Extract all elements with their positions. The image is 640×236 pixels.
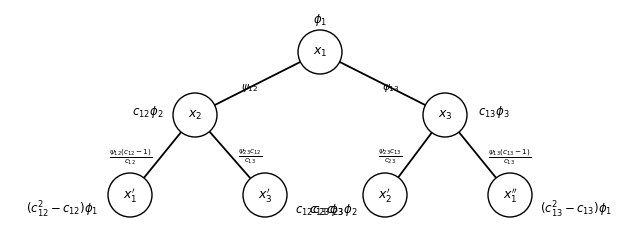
Text: $x_1$: $x_1$ <box>313 46 327 59</box>
Text: $x_2$: $x_2$ <box>188 109 202 122</box>
Text: $\frac{\psi_{13}(c_{13}-1)}{c_{13}}$: $\frac{\psi_{13}(c_{13}-1)}{c_{13}}$ <box>488 147 531 167</box>
Circle shape <box>488 173 532 217</box>
Text: $\frac{\psi_{12}(c_{12}-1)}{c_{12}}$: $\frac{\psi_{12}(c_{12}-1)}{c_{12}}$ <box>109 147 152 167</box>
Circle shape <box>363 173 407 217</box>
Text: $\psi_{13}$: $\psi_{13}$ <box>382 82 399 94</box>
Text: $c_{13}c_{23}\phi_2$: $c_{13}c_{23}\phi_2$ <box>309 202 358 218</box>
Circle shape <box>243 173 287 217</box>
Text: $x_3$: $x_3$ <box>438 109 452 122</box>
Circle shape <box>298 30 342 74</box>
Text: $(c_{13}^2-c_{13})\phi_1$: $(c_{13}^2-c_{13})\phi_1$ <box>540 200 612 220</box>
Text: $x_3'$: $x_3'$ <box>258 186 272 204</box>
Text: $x_2'$: $x_2'$ <box>378 186 392 204</box>
Circle shape <box>423 93 467 137</box>
Text: $\frac{\psi_{23}c_{13}}{c_{23}}$: $\frac{\psi_{23}c_{13}}{c_{23}}$ <box>378 148 402 166</box>
Circle shape <box>108 173 152 217</box>
Circle shape <box>173 93 217 137</box>
Text: $x_1''$: $x_1''$ <box>502 186 518 204</box>
Text: $c_{12}c_{23}\phi_3$: $c_{12}c_{23}\phi_3$ <box>295 202 344 218</box>
Text: $c_{13}\phi_3$: $c_{13}\phi_3$ <box>478 104 509 120</box>
Text: $x_1'$: $x_1'$ <box>123 186 137 204</box>
Text: $\frac{\psi_{23}c_{12}}{c_{13}}$: $\frac{\psi_{23}c_{12}}{c_{13}}$ <box>238 148 262 166</box>
Text: $c_{12}\phi_2$: $c_{12}\phi_2$ <box>132 104 163 120</box>
Text: $\phi_1$: $\phi_1$ <box>313 12 327 28</box>
Text: $(c_{12}^2-c_{12})\phi_1$: $(c_{12}^2-c_{12})\phi_1$ <box>26 200 98 220</box>
Text: $\psi_{12}$: $\psi_{12}$ <box>241 82 258 94</box>
